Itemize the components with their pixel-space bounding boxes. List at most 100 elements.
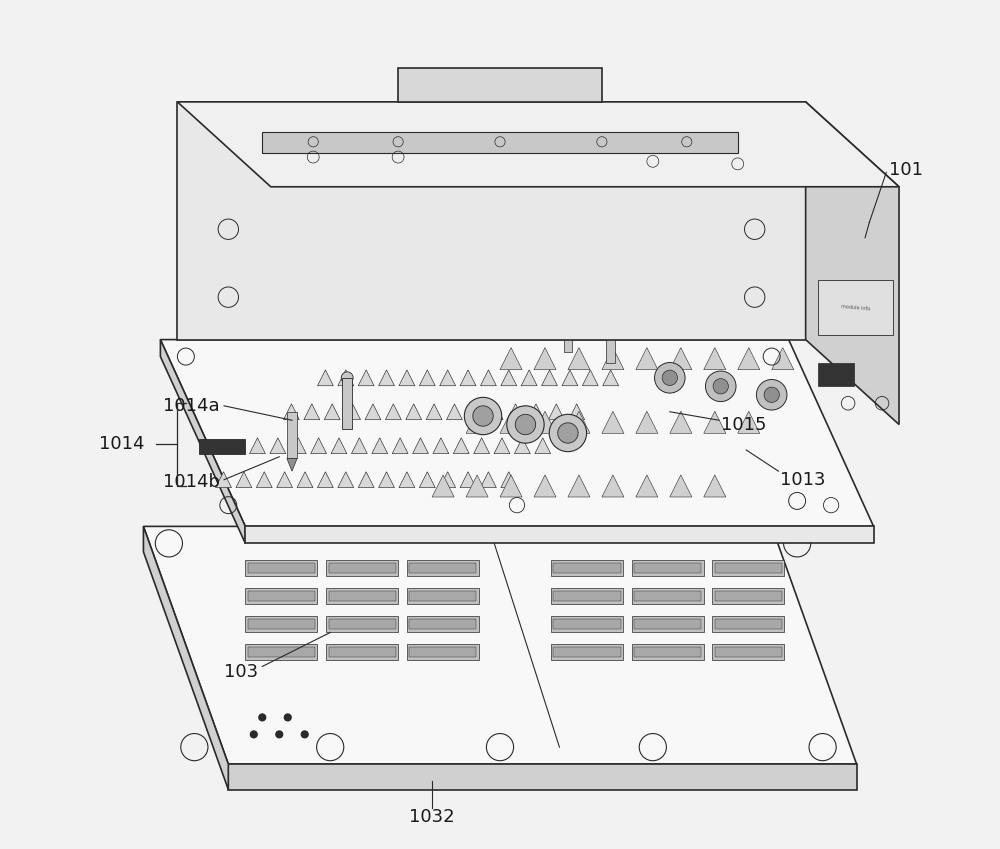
Text: module info: module info [841, 304, 871, 311]
Polygon shape [501, 472, 517, 487]
Polygon shape [500, 475, 522, 497]
Polygon shape [329, 619, 396, 629]
Polygon shape [317, 472, 333, 487]
Polygon shape [440, 472, 456, 487]
Polygon shape [216, 472, 231, 487]
Circle shape [284, 714, 291, 721]
Polygon shape [351, 438, 367, 453]
Polygon shape [500, 411, 522, 433]
Circle shape [764, 387, 779, 402]
Text: 1015: 1015 [721, 415, 766, 434]
Polygon shape [329, 647, 396, 657]
Polygon shape [160, 340, 245, 543]
Circle shape [662, 370, 677, 385]
Polygon shape [466, 411, 488, 433]
Polygon shape [284, 404, 299, 419]
Polygon shape [715, 591, 782, 601]
Polygon shape [326, 560, 398, 576]
Polygon shape [712, 588, 784, 604]
Polygon shape [634, 563, 701, 573]
Circle shape [549, 414, 587, 452]
Polygon shape [398, 68, 602, 102]
Polygon shape [433, 438, 449, 453]
Polygon shape [270, 438, 286, 453]
Polygon shape [704, 347, 726, 369]
Polygon shape [177, 102, 899, 187]
Polygon shape [772, 347, 794, 369]
Polygon shape [634, 591, 701, 601]
Polygon shape [632, 588, 704, 604]
Polygon shape [738, 347, 760, 369]
Circle shape [276, 731, 283, 738]
Circle shape [515, 414, 536, 435]
Circle shape [558, 423, 578, 443]
Polygon shape [228, 764, 857, 790]
Polygon shape [602, 347, 624, 369]
Circle shape [250, 731, 257, 738]
Polygon shape [432, 475, 454, 497]
Polygon shape [317, 370, 333, 385]
Polygon shape [562, 370, 578, 385]
Polygon shape [670, 347, 692, 369]
Text: 1032: 1032 [409, 807, 455, 826]
Polygon shape [460, 472, 476, 487]
Polygon shape [426, 404, 442, 419]
Text: 1014a: 1014a [163, 396, 220, 415]
Polygon shape [331, 438, 347, 453]
Polygon shape [704, 411, 726, 433]
Polygon shape [419, 472, 435, 487]
Polygon shape [365, 404, 381, 419]
Polygon shape [568, 411, 590, 433]
Polygon shape [290, 438, 306, 453]
Polygon shape [409, 591, 476, 601]
Polygon shape [553, 563, 621, 573]
Polygon shape [480, 472, 496, 487]
Polygon shape [806, 102, 899, 424]
Polygon shape [474, 438, 490, 453]
Polygon shape [704, 475, 726, 497]
Polygon shape [143, 526, 857, 764]
Circle shape [605, 320, 615, 330]
Polygon shape [409, 647, 476, 657]
Polygon shape [407, 560, 479, 576]
Polygon shape [603, 370, 619, 385]
Polygon shape [712, 644, 784, 660]
Circle shape [473, 406, 493, 426]
Polygon shape [569, 404, 585, 419]
Polygon shape [548, 404, 564, 419]
Bar [564, 314, 572, 352]
Polygon shape [500, 347, 522, 369]
Polygon shape [406, 404, 422, 419]
Polygon shape [487, 404, 503, 419]
Polygon shape [160, 340, 874, 526]
Polygon shape [248, 563, 315, 573]
Polygon shape [466, 475, 488, 497]
Text: 1013: 1013 [780, 470, 826, 489]
Polygon shape [245, 644, 317, 660]
Polygon shape [534, 347, 556, 369]
Bar [287, 412, 297, 458]
Polygon shape [634, 647, 701, 657]
Polygon shape [409, 619, 476, 629]
Circle shape [301, 731, 308, 738]
Polygon shape [447, 404, 462, 419]
Polygon shape [632, 560, 704, 576]
Polygon shape [379, 472, 394, 487]
Polygon shape [460, 370, 476, 385]
Text: 101: 101 [889, 160, 923, 179]
Polygon shape [256, 472, 272, 487]
Polygon shape [636, 475, 658, 497]
Bar [818, 363, 854, 386]
Polygon shape [399, 370, 415, 385]
Circle shape [713, 379, 728, 394]
Bar [810, 323, 857, 337]
Polygon shape [399, 472, 415, 487]
Polygon shape [514, 438, 530, 453]
Polygon shape [419, 370, 435, 385]
Polygon shape [392, 438, 408, 453]
Polygon shape [582, 370, 598, 385]
Polygon shape [715, 619, 782, 629]
Polygon shape [553, 591, 621, 601]
Circle shape [341, 372, 353, 384]
Polygon shape [409, 563, 476, 573]
